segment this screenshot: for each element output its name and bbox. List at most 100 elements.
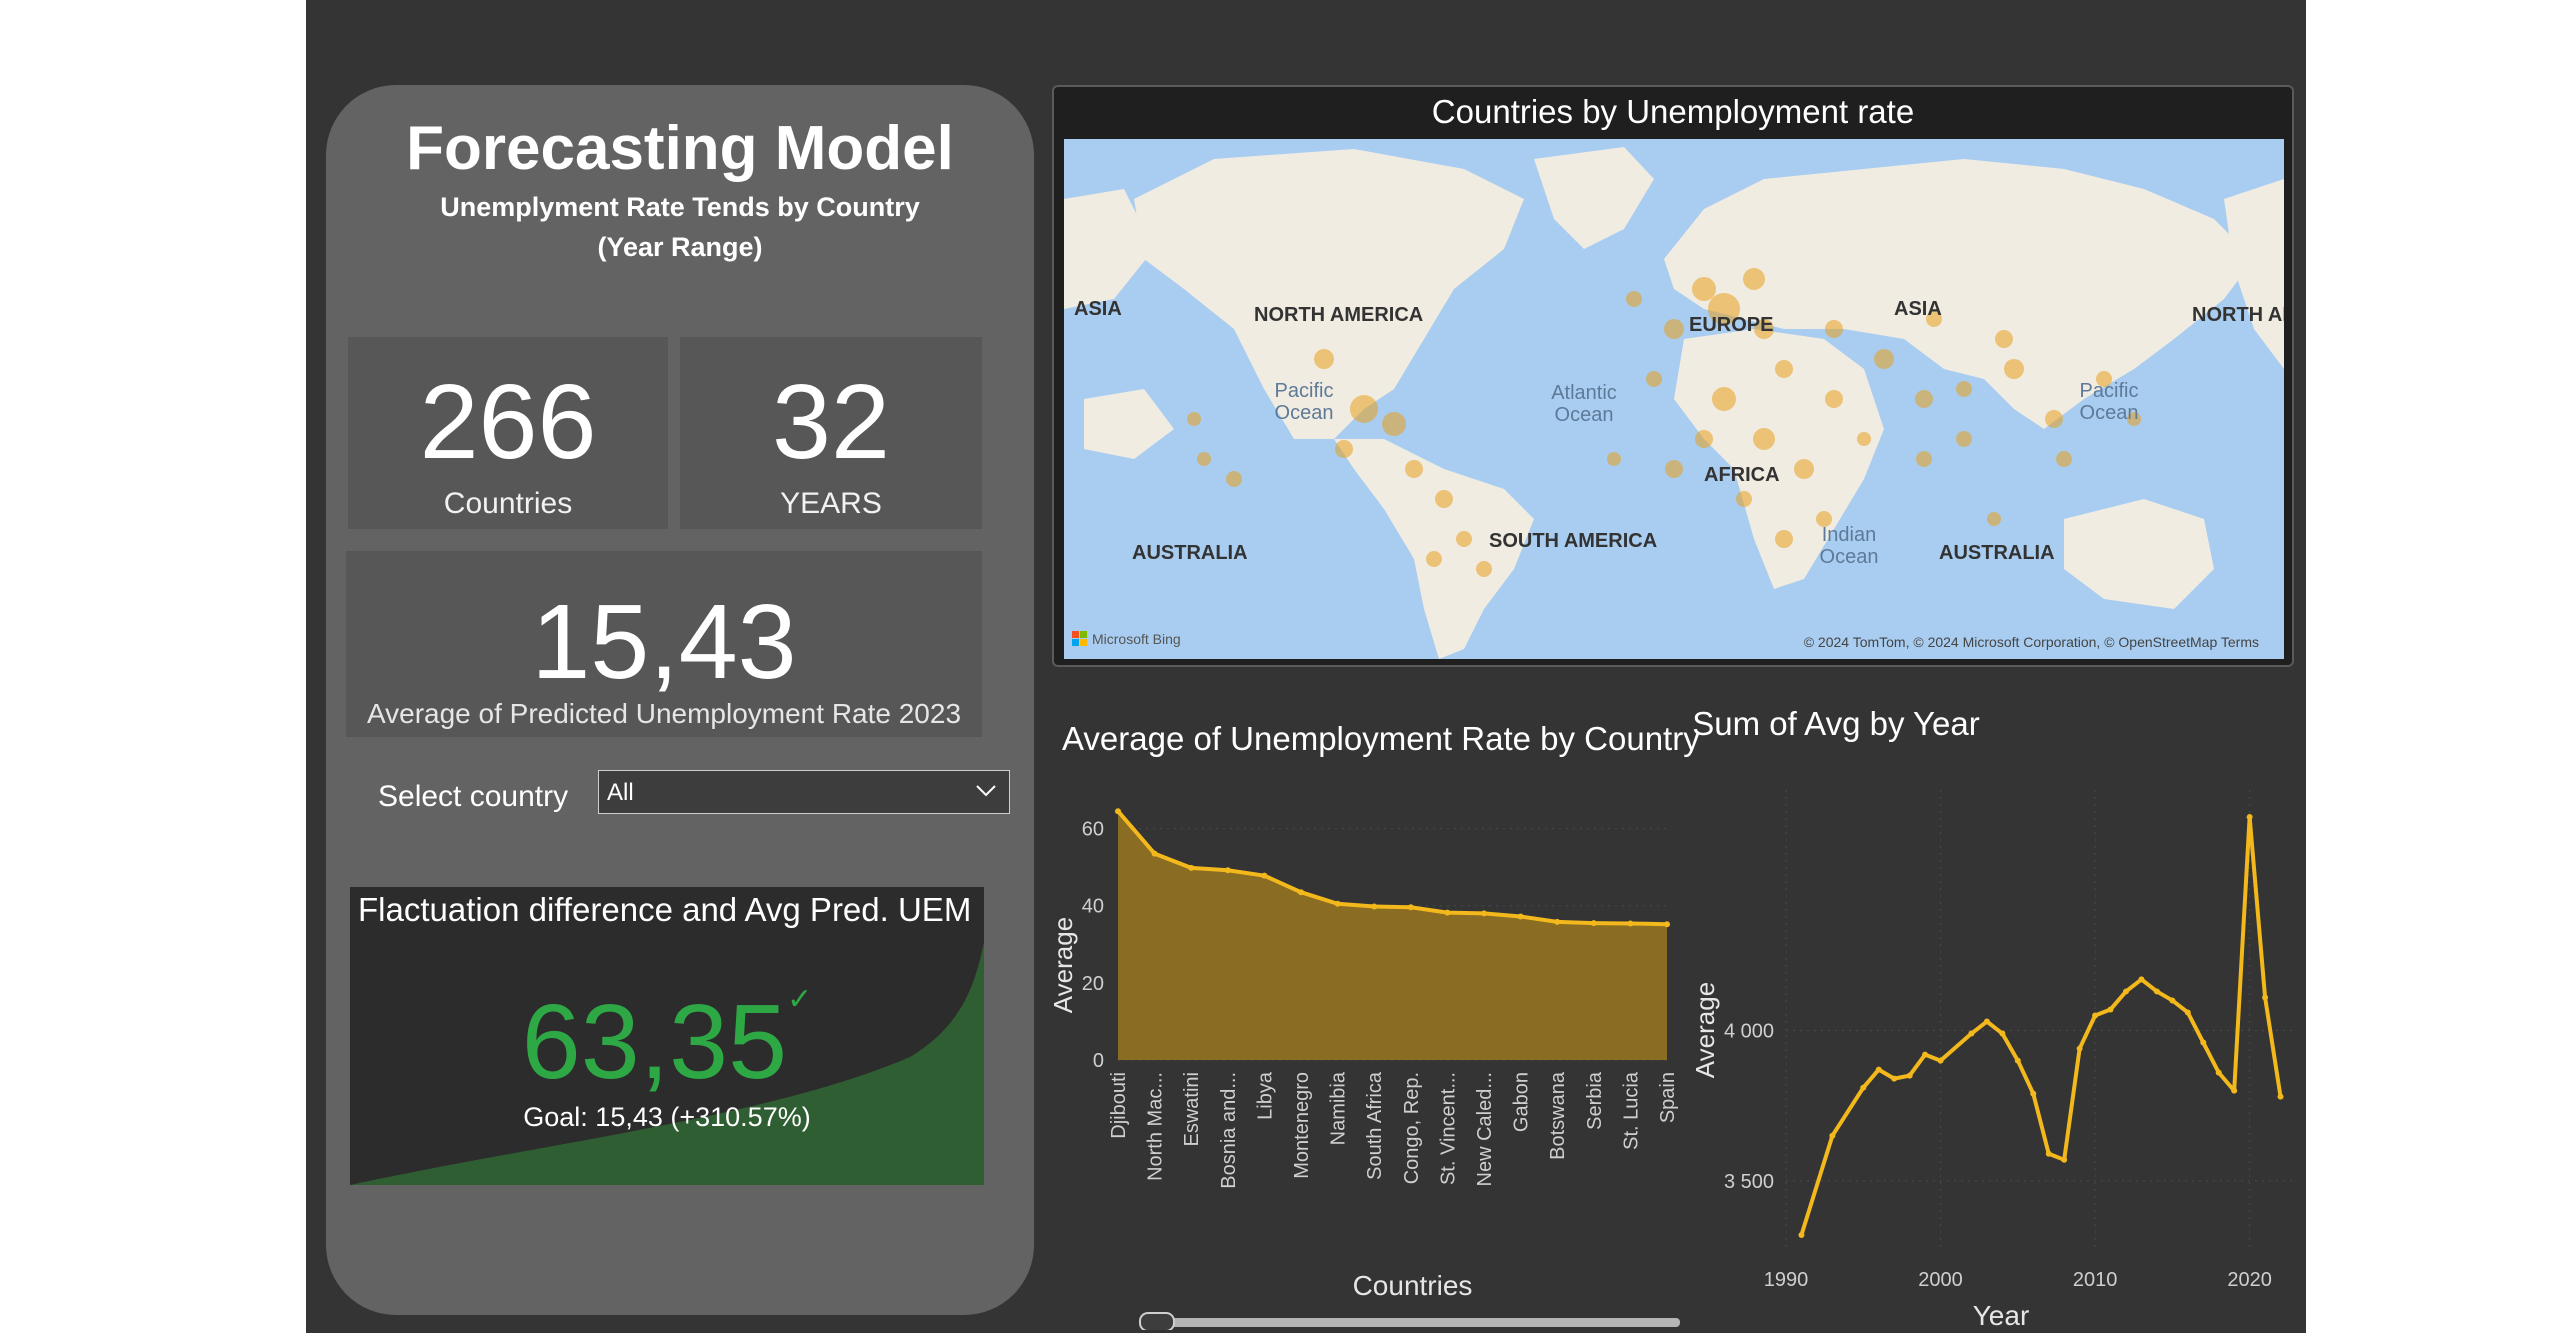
line-point[interactable] — [1983, 1018, 1990, 1025]
map-bubble[interactable] — [1426, 551, 1442, 567]
line-point[interactable] — [2092, 1012, 2099, 1019]
area-point[interactable] — [1261, 872, 1268, 879]
line-point[interactable] — [2061, 1156, 2068, 1163]
line-point[interactable] — [2262, 994, 2269, 1001]
map-bubble[interactable] — [1197, 452, 1211, 466]
map-bubble[interactable] — [1187, 412, 1201, 426]
kpi-card[interactable]: Flactuation difference and Avg Pred. UEM… — [350, 887, 984, 1185]
map-bubble[interactable] — [1665, 460, 1683, 478]
line-point[interactable] — [2215, 1069, 2222, 1076]
map-bubble[interactable] — [1405, 460, 1423, 478]
map-bubble[interactable] — [1956, 431, 1972, 447]
map-bubble[interactable] — [1314, 349, 1334, 369]
map-bubble[interactable] — [1794, 459, 1814, 479]
line-point[interactable] — [2184, 1009, 2191, 1016]
line-point[interactable] — [2123, 988, 2129, 995]
map-bubble[interactable] — [2096, 371, 2112, 387]
line-point[interactable] — [1798, 1231, 1805, 1238]
map-bubble[interactable] — [1712, 387, 1736, 411]
map-bubble[interactable] — [1226, 471, 1242, 487]
map-bubble[interactable] — [1692, 277, 1716, 301]
line-point[interactable] — [2045, 1150, 2052, 1157]
chevron-down-icon[interactable] — [973, 777, 999, 803]
map-bubble[interactable] — [1646, 371, 1662, 387]
map-bubble[interactable] — [1816, 511, 1832, 527]
area-chart[interactable]: 0 20 40 60 Djibouti North Mac... Eswatini Bosni… — [1052, 770, 1682, 1330]
map-bubble[interactable] — [1476, 561, 1492, 577]
map-bubble[interactable] — [1775, 530, 1793, 548]
map-bubble[interactable] — [1382, 412, 1406, 436]
area-point[interactable] — [1334, 900, 1341, 907]
map-bubble[interactable] — [2127, 412, 2141, 426]
country-select[interactable]: All — [598, 770, 1010, 814]
map-bubble[interactable] — [1350, 395, 1378, 423]
line-point[interactable] — [1937, 1057, 1944, 1064]
map-bubble[interactable] — [1754, 319, 1774, 339]
line-point[interactable] — [1829, 1132, 1836, 1139]
map-bubble[interactable] — [1626, 291, 1642, 307]
line-point[interactable] — [2246, 814, 2253, 821]
chart-scrollbar[interactable] — [1140, 1318, 1680, 1327]
map-bubble[interactable] — [1956, 381, 1972, 397]
map-bubble[interactable] — [2004, 359, 2024, 379]
map-bubble[interactable] — [1874, 349, 1894, 369]
area-point[interactable] — [1481, 910, 1487, 917]
map-attribution[interactable]: © 2024 TomTom, © 2024 Microsoft Corporat… — [1804, 634, 2259, 650]
line-point[interactable] — [2200, 1039, 2207, 1046]
area-point[interactable] — [1517, 913, 1524, 920]
area-point[interactable] — [1627, 920, 1634, 927]
area-point[interactable] — [1554, 918, 1561, 925]
map-bubble[interactable] — [1915, 390, 1933, 408]
line-point[interactable] — [2107, 1006, 2114, 1013]
map-bubble[interactable] — [1435, 490, 1453, 508]
area-point[interactable] — [1664, 921, 1670, 928]
line-point[interactable] — [1891, 1075, 1898, 1082]
scrollbar-handle[interactable] — [1139, 1312, 1175, 1330]
avg-prediction-card[interactable]: 15,43 Average of Predicted Unemployment … — [346, 551, 982, 737]
line-point[interactable] — [1999, 1030, 2006, 1037]
years-card[interactable]: 32 YEARS — [680, 337, 982, 529]
line-point[interactable] — [2014, 1057, 2021, 1064]
area-point[interactable] — [1151, 850, 1158, 857]
map-bubble[interactable] — [1775, 360, 1793, 378]
line-point[interactable] — [2231, 1087, 2238, 1094]
map-bubble[interactable] — [1456, 531, 1472, 547]
area-point[interactable] — [1371, 903, 1378, 910]
world-map[interactable]: ASIA NORTH AMERICA EUROPE ASIA NORTH AMI… — [1064, 139, 2284, 659]
line-point[interactable] — [1860, 1084, 1867, 1091]
area-point[interactable] — [1298, 889, 1304, 896]
map-bubble[interactable] — [1995, 330, 2013, 348]
map-bubble[interactable] — [1695, 430, 1713, 448]
map-bubble[interactable] — [1753, 428, 1775, 450]
line-point[interactable] — [1906, 1072, 1913, 1079]
area-point[interactable] — [1224, 867, 1231, 874]
area-point[interactable] — [1188, 864, 1195, 871]
map-bubble[interactable] — [1987, 512, 2001, 526]
map-bubble[interactable] — [1857, 432, 1871, 446]
map-bubble[interactable] — [1743, 268, 1765, 290]
countries-card[interactable]: 266 Countries — [348, 337, 668, 529]
map-bubble[interactable] — [1916, 451, 1932, 467]
line-point[interactable] — [1875, 1066, 1882, 1073]
map-bubble[interactable] — [1664, 319, 1684, 339]
map-bubble[interactable] — [2045, 410, 2063, 428]
map-bubble[interactable] — [1708, 293, 1740, 325]
line-point[interactable] — [2153, 988, 2160, 995]
map-bubble[interactable] — [1607, 452, 1621, 466]
line-chart[interactable]: 3 500 4 000 1990 2000 2010 2020 Average Year — [1696, 770, 2296, 1330]
line-point[interactable] — [1968, 1030, 1975, 1037]
area-point[interactable] — [1444, 909, 1451, 916]
line-point[interactable] — [2169, 997, 2176, 1004]
line-point[interactable] — [2138, 976, 2145, 983]
map-bubble[interactable] — [1335, 440, 1353, 458]
line-point[interactable] — [2277, 1093, 2284, 1100]
area-point[interactable] — [1115, 808, 1121, 815]
map-bubble[interactable] — [2056, 451, 2072, 467]
map-bubble[interactable] — [1926, 311, 1942, 327]
map-bubble[interactable] — [1825, 320, 1843, 338]
map-bubble[interactable] — [1825, 390, 1843, 408]
area-point[interactable] — [1407, 904, 1414, 911]
line-point[interactable] — [1922, 1051, 1929, 1058]
map-bubble[interactable] — [1736, 491, 1752, 507]
line-point[interactable] — [2030, 1090, 2037, 1097]
